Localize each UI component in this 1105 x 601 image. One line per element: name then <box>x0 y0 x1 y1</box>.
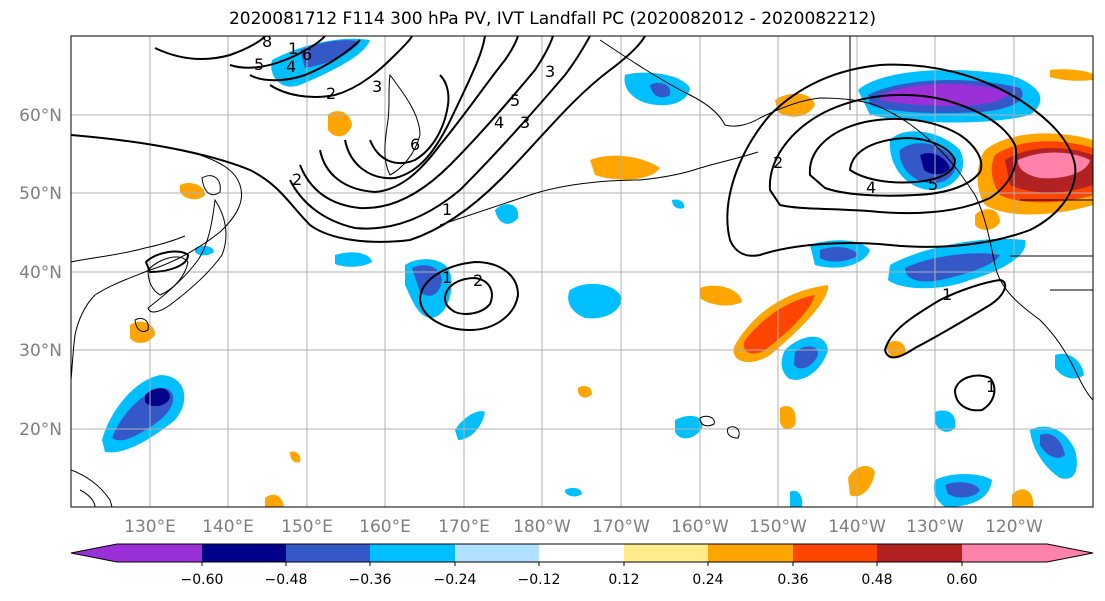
chart-title: 2020081712 F114 300 hPa PV, IVT Landfall… <box>228 9 876 29</box>
colorbar-segment <box>624 544 709 562</box>
lon-label: 160°W <box>671 517 729 537</box>
lon-label: 170°E <box>438 517 490 537</box>
colorbar-segment <box>539 544 625 562</box>
contour-label: 5 <box>928 175 938 194</box>
lon-label: 150°E <box>281 517 333 537</box>
lon-label: 120°W <box>985 517 1043 537</box>
contour-label: 6 <box>410 135 420 154</box>
contour-label: 8 <box>262 32 272 51</box>
lat-label: 20°N <box>19 420 62 440</box>
contour-label: 4 <box>494 113 504 132</box>
colorbar-tick-label: 0.60 <box>946 572 977 588</box>
colorbar-segment <box>455 544 540 562</box>
contour-label: 2 <box>473 271 483 290</box>
lat-label: 40°N <box>19 263 62 283</box>
colorbar-segment <box>370 544 456 562</box>
colorbar-tick-label: −0.24 <box>434 572 477 588</box>
colorbar-segment <box>202 544 287 562</box>
contour-label: 1 <box>442 200 452 219</box>
colorbar-tick-label: 0.12 <box>608 572 639 588</box>
contour-label: 3 <box>520 113 530 132</box>
colorbar-tick-label: −0.48 <box>265 572 308 588</box>
contour-label: 2 <box>292 170 302 189</box>
colorbar-tick-label: −0.12 <box>518 572 561 588</box>
contour-label: 6 <box>302 45 312 64</box>
lat-labels: 60°N 50°N 40°N 30°N 20°N <box>19 106 62 440</box>
map-area: 8 1 6 5 4 2 3 3 5 4 3 6 1 2 2 1 2 4 5 1 … <box>71 32 1093 507</box>
contour-label: 1 <box>986 377 996 396</box>
colorbar-tick-label: −0.36 <box>349 572 392 588</box>
colorbar-tick-label: 0.24 <box>692 572 723 588</box>
lon-label: 140°W <box>828 517 886 537</box>
colorbar: −0.60 −0.48 −0.36 −0.24 −0.12 0.12 0.24 … <box>70 543 1094 588</box>
lon-label: 130°W <box>906 517 964 537</box>
lon-label: 180°W <box>513 517 571 537</box>
coastlines <box>71 36 1093 507</box>
colorbar-segment <box>286 544 371 562</box>
colorbar-tick-label: 0.48 <box>861 572 892 588</box>
colorbar-extend-low <box>71 544 117 562</box>
contour-label: 1 <box>442 268 452 287</box>
lon-label: 130°E <box>124 517 176 537</box>
lon-labels: 130°E 140°E 150°E 160°E 170°E 180°W 170°… <box>124 517 1043 537</box>
contour-label: 4 <box>286 57 296 76</box>
colorbar-extend-high <box>1047 544 1093 562</box>
colorbar-segment <box>793 544 878 562</box>
contour-label: 1 <box>288 39 298 58</box>
lon-label: 150°W <box>749 517 807 537</box>
contour-label: 1 <box>942 285 952 304</box>
map-frame <box>70 35 1094 508</box>
colorbar-segment <box>708 544 794 562</box>
contour-label: 5 <box>510 91 520 110</box>
colorbar-segment <box>117 544 203 562</box>
contour-label: 3 <box>372 77 382 96</box>
gridlines <box>71 36 1093 507</box>
contour-label: 2 <box>326 84 336 103</box>
colorbar-tick-label: −0.60 <box>181 572 224 588</box>
pv-contours <box>71 36 1077 412</box>
contour-labels: 8 1 6 5 4 2 3 3 5 4 3 6 1 2 2 1 2 4 5 1 … <box>254 32 996 396</box>
contour-label: 4 <box>866 178 876 197</box>
lon-label: 140°E <box>202 517 254 537</box>
lat-label: 30°N <box>19 341 62 361</box>
colorbar-segment <box>962 544 1047 562</box>
contour-label: 3 <box>545 62 555 81</box>
colorbar-segment <box>877 544 963 562</box>
lon-label: 160°E <box>359 517 411 537</box>
contour-label: 2 <box>773 153 783 172</box>
contour-label: 5 <box>254 55 264 74</box>
lat-label: 60°N <box>19 106 62 126</box>
lat-label: 50°N <box>19 184 62 204</box>
lon-label: 170°W <box>592 517 650 537</box>
colorbar-tick-label: 0.36 <box>777 572 808 588</box>
